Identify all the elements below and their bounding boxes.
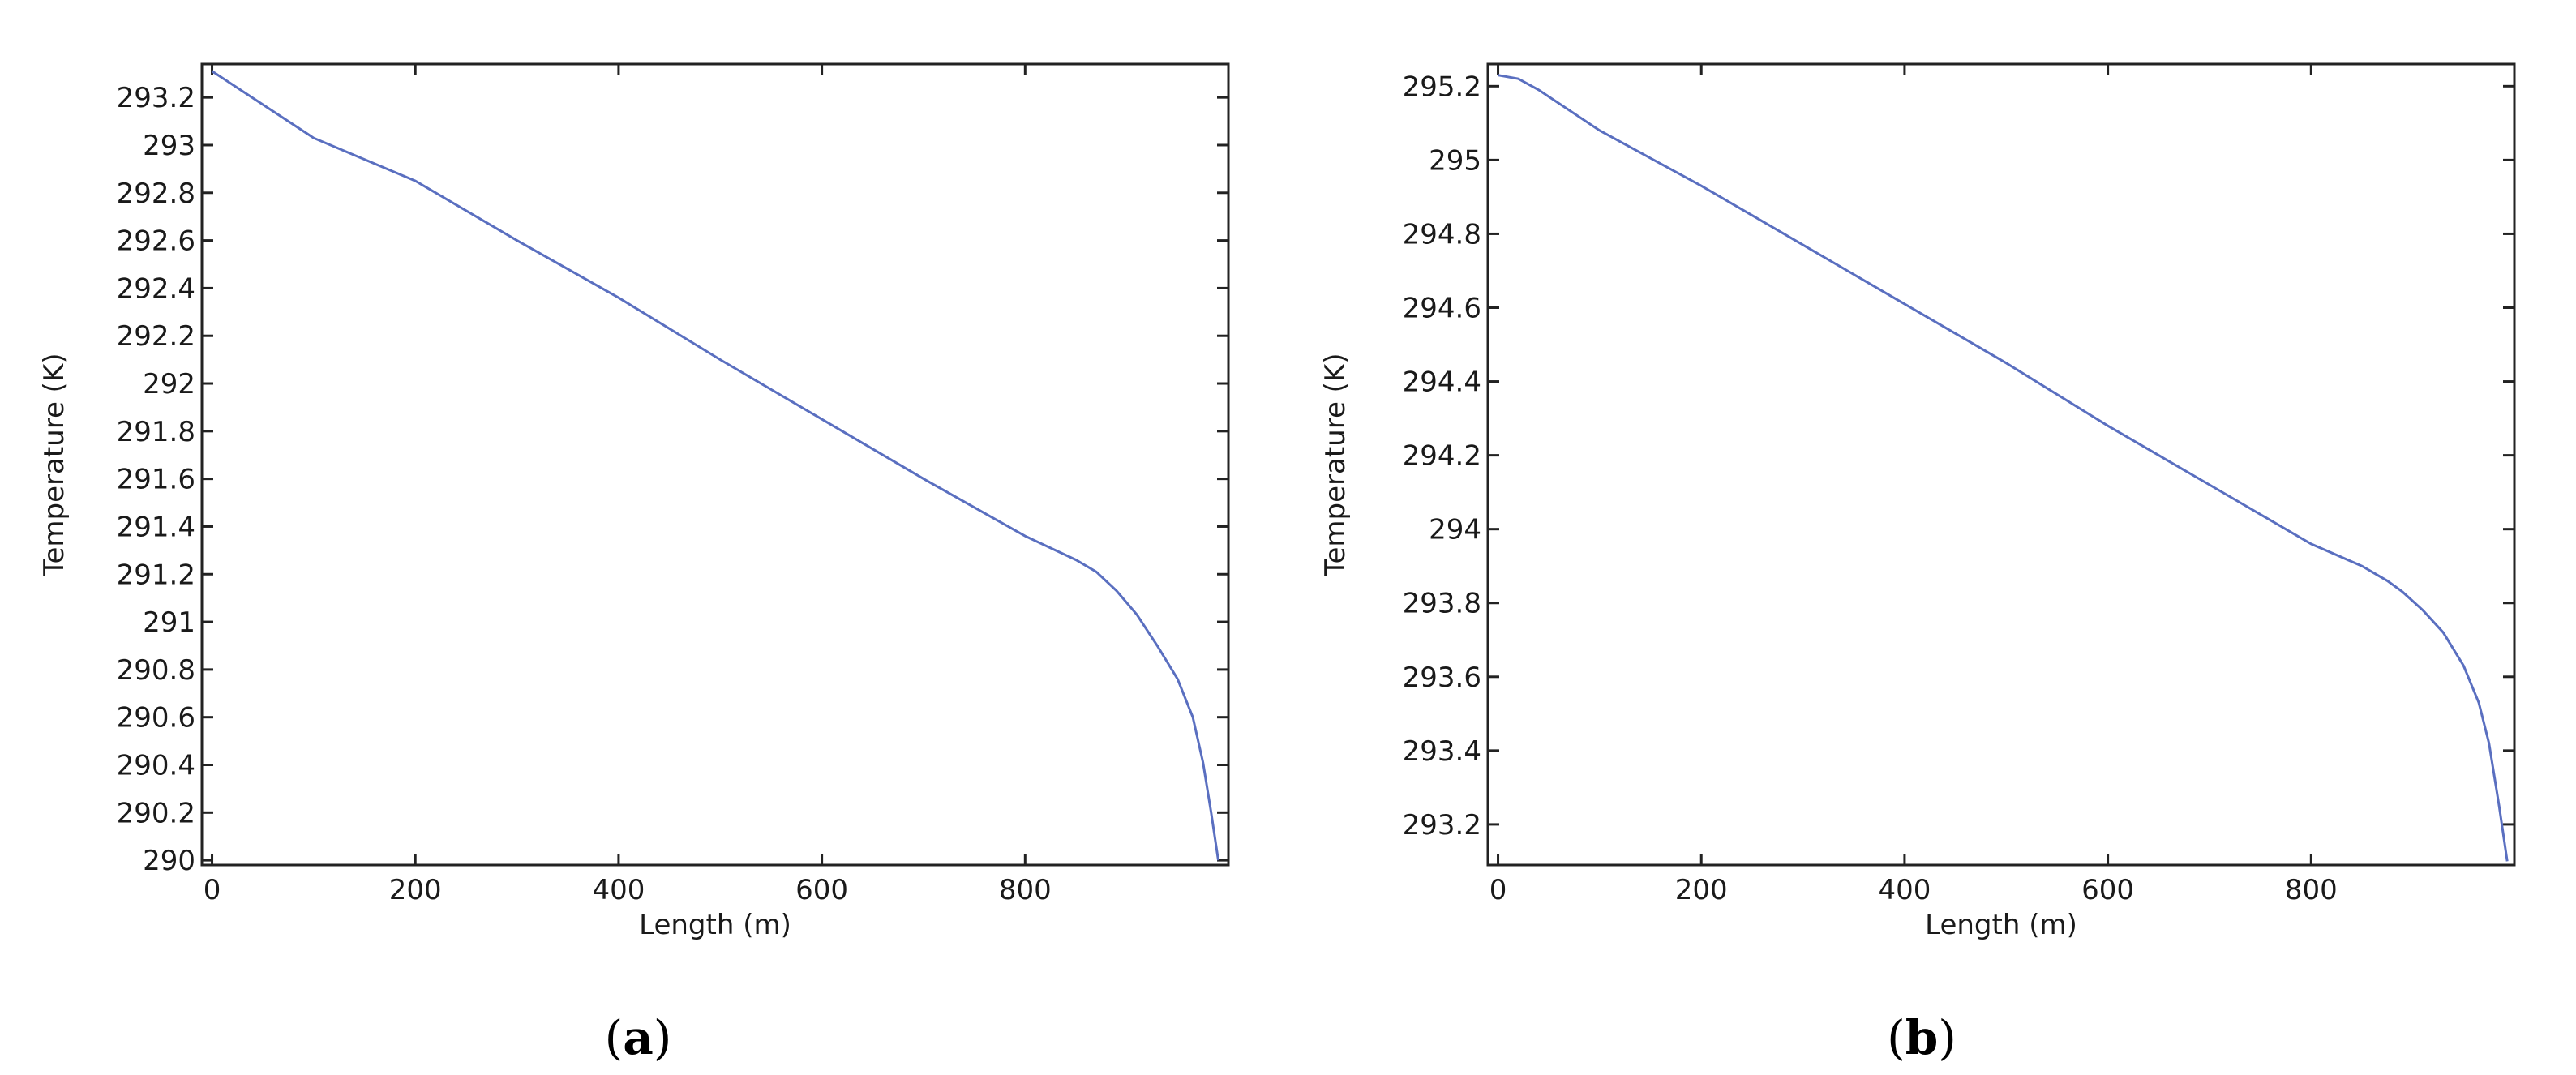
plot-frame: [1486, 62, 2516, 867]
y-tick-label: 295: [1429, 144, 1481, 177]
y-tick-label: 290.6: [117, 702, 195, 735]
x-tick-label: 600: [795, 874, 848, 906]
y-tick-label: 291: [143, 606, 195, 639]
y-tick-label: 292.6: [117, 225, 195, 258]
y-tick-label: 292.4: [117, 272, 195, 305]
panel-caption-b: (b): [1887, 1010, 1957, 1065]
y-tick-label: 293.8: [1403, 588, 1481, 620]
y-tick-label: 293.2: [1403, 809, 1481, 842]
ticks: [202, 64, 1228, 865]
y-tick-label: 294.6: [1403, 292, 1481, 324]
caption-letter: b: [1905, 1010, 1939, 1065]
panel-b: 293.2 293.4 293.6 293.8 294 294.2 294.4 294.6 29…: [1319, 62, 2516, 1065]
y-tick-label: 294.4: [1403, 366, 1481, 399]
panel-a: 290 290.2 290.4 290.6 290.8 291 291.2 291.4 291.…: [38, 62, 1230, 1065]
y-tick-label: 294.2: [1403, 440, 1481, 473]
y-tick-label: 291.8: [117, 416, 195, 448]
series-line: [211, 70, 1219, 861]
x-tick-label: 800: [999, 874, 1052, 906]
caption-close-paren: ): [654, 1010, 672, 1065]
x-tick-label: 600: [2081, 874, 2134, 906]
x-tick-labels: 0 200 400 600 800: [1489, 874, 2338, 906]
plot-frame: [200, 62, 1230, 867]
ticks: [1488, 64, 2514, 865]
y-tick-label: 294: [1429, 514, 1481, 546]
y-tick-label: 290.2: [117, 797, 195, 829]
y-axis-title: Temperature (K): [38, 353, 71, 576]
series-line: [1498, 74, 2509, 862]
y-tick-label: 290.4: [117, 750, 195, 782]
y-tick-label: 295.2: [1403, 71, 1481, 103]
x-axis-title: Length (m): [1925, 909, 2077, 941]
y-axis-title: Temperature (K): [1319, 353, 1352, 576]
x-axis-title: Length (m): [639, 909, 791, 941]
x-tick-labels: 0 200 400 600 800: [204, 874, 1052, 906]
y-tick-label: 293.4: [1403, 735, 1481, 768]
y-tick-label: 291.4: [117, 511, 195, 543]
y-tick-label: 293: [143, 130, 195, 162]
x-tick-label: 0: [1489, 874, 1507, 906]
y-tick-label: 293.6: [1403, 662, 1481, 694]
y-tick-label: 292.8: [117, 178, 195, 210]
caption-open-paren: (: [605, 1010, 624, 1065]
y-tick-label: 290: [143, 845, 195, 877]
y-tick-label: 291.6: [117, 464, 195, 496]
y-tick-label: 294.8: [1403, 218, 1481, 251]
x-tick-label: 0: [204, 874, 221, 906]
y-tick-label: 292.2: [117, 320, 195, 353]
x-tick-label: 200: [1675, 874, 1728, 906]
caption-letter: a: [623, 1010, 654, 1065]
x-tick-label: 400: [592, 874, 645, 906]
y-tick-labels: 290 290.2 290.4 290.6 290.8 291 291.2 291.4 291.…: [117, 82, 195, 877]
y-tick-labels: 293.2 293.4 293.6 293.8 294 294.2 294.4 294.6 29…: [1403, 71, 1481, 842]
y-tick-label: 293.2: [117, 82, 195, 114]
caption-close-paren: ): [1938, 1010, 1957, 1065]
caption-open-paren: (: [1887, 1010, 1905, 1065]
x-tick-label: 400: [1878, 874, 1931, 906]
y-tick-label: 291.2: [117, 559, 195, 591]
x-tick-label: 200: [389, 874, 442, 906]
y-tick-label: 292: [143, 368, 195, 400]
x-tick-label: 800: [2285, 874, 2338, 906]
panel-caption-a: (a): [605, 1010, 672, 1065]
y-tick-label: 290.8: [117, 654, 195, 687]
